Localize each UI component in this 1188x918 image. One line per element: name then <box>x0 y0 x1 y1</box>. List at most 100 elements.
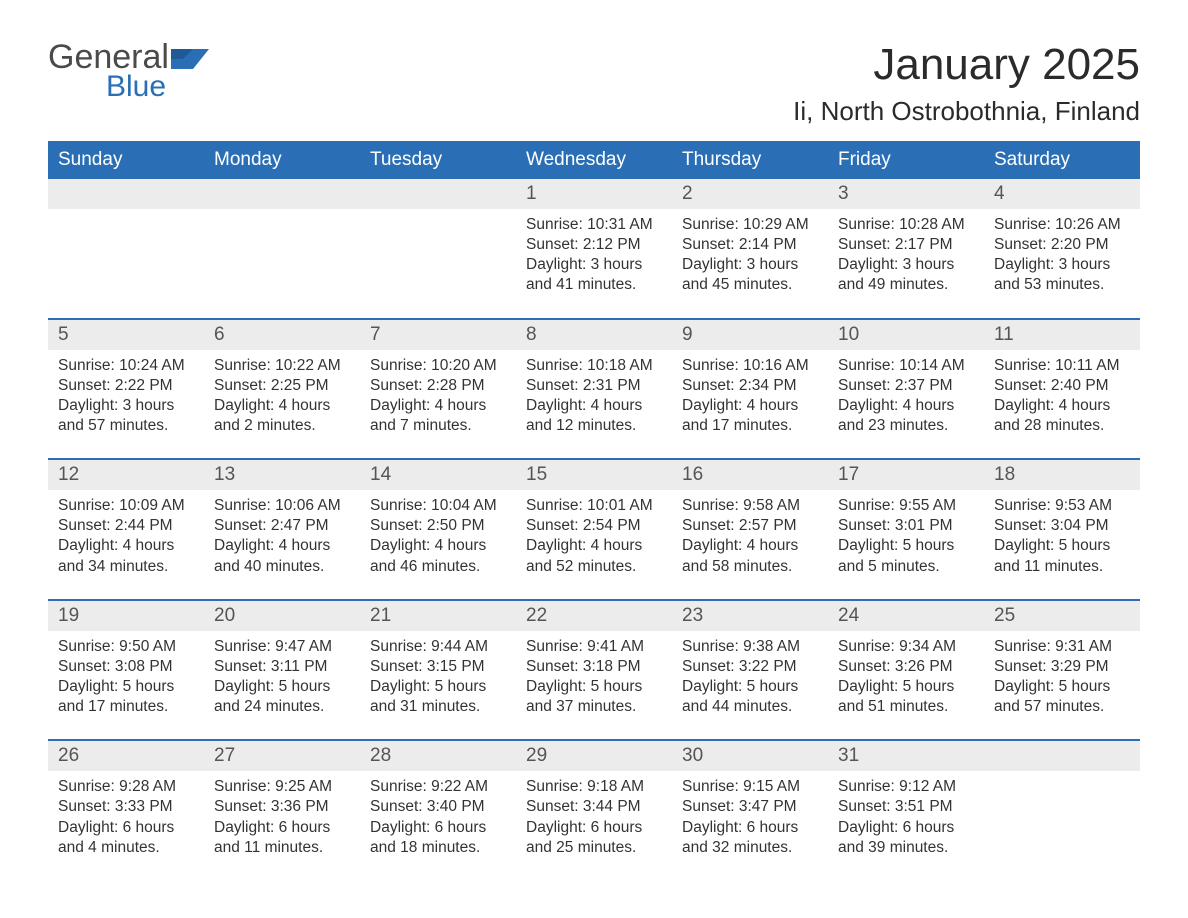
day-number: 6 <box>204 320 360 350</box>
sunrise-text: Sunrise: 9:25 AM <box>214 777 350 797</box>
sunrise-text: Sunrise: 10:22 AM <box>214 356 350 376</box>
day-content: Sunrise: 9:22 AMSunset: 3:40 PMDaylight:… <box>360 771 516 880</box>
day-header-wednesday: Wednesday <box>516 141 672 179</box>
day-number: 13 <box>204 460 360 490</box>
sunset-text: Sunset: 2:50 PM <box>370 516 506 536</box>
daynum-row: 19202122232425 <box>48 601 1140 631</box>
daylight-text: Daylight: 4 hours and 46 minutes. <box>370 536 506 576</box>
daylight-text: Daylight: 4 hours and 7 minutes. <box>370 396 506 436</box>
day-number: 3 <box>828 179 984 209</box>
sunrise-text: Sunrise: 9:47 AM <box>214 637 350 657</box>
daynum-row: 1234 <box>48 179 1140 209</box>
day-content <box>984 771 1140 880</box>
logo-text-sub: Blue <box>106 70 209 104</box>
sunset-text: Sunset: 3:04 PM <box>994 516 1130 536</box>
week-block: 262728293031Sunrise: 9:28 AMSunset: 3:33… <box>48 739 1140 880</box>
day-number: 30 <box>672 741 828 771</box>
sunset-text: Sunset: 2:28 PM <box>370 376 506 396</box>
daylight-text: Daylight: 6 hours and 11 minutes. <box>214 818 350 858</box>
week-block: 19202122232425 Sunrise: 9:50 AM Sunset: 3:… <box>48 599 1140 740</box>
daylight-text: Daylight: 4 hours and 28 minutes. <box>994 396 1130 436</box>
sunset-text: Sunset: 3:29 PM <box>994 657 1130 677</box>
day-number: 4 <box>984 179 1140 209</box>
day-number: 16 <box>672 460 828 490</box>
sunset-text: Sunset: 2:37 PM <box>838 376 974 396</box>
day-header-sunday: Sunday <box>48 141 204 179</box>
location-text: Ii, North Ostrobothnia, Finland <box>793 96 1140 127</box>
daylight-text: Daylight: 3 hours and 53 minutes. <box>994 255 1130 295</box>
daycontent-row: Sunrise: 10:31 AMSunset: 2:12 PMDaylight… <box>48 209 1140 318</box>
daylight-text: Daylight: 4 hours and 52 minutes. <box>526 536 662 576</box>
logo-flag-icon <box>171 43 209 74</box>
day-content <box>48 209 204 318</box>
sunset-text: Sunset: 2:47 PM <box>214 516 350 536</box>
daycontent-row: Sunrise: 10:24 AMSunset: 2:22 PMDaylight… <box>48 350 1140 459</box>
day-number: 28 <box>360 741 516 771</box>
sunrise-text: Sunrise: 10:06 AM <box>214 496 350 516</box>
day-content: Sunrise: 9:12 AMSunset: 3:51 PMDaylight:… <box>828 771 984 880</box>
day-content: Sunrise: 10:18 AMSunset: 2:31 PMDaylight… <box>516 350 672 459</box>
daynum-row: 12131415161718 <box>48 460 1140 490</box>
day-number: 8 <box>516 320 672 350</box>
sunset-text: Sunset: 3:51 PM <box>838 797 974 817</box>
logo-block: General Blue <box>48 40 209 104</box>
daylight-text: Daylight: 6 hours and 18 minutes. <box>370 818 506 858</box>
daylight-text: Daylight: 4 hours and 12 minutes. <box>526 396 662 436</box>
day-content: Sunrise: 10:04 AMSunset: 2:50 PMDaylight… <box>360 490 516 599</box>
day-number: 21 <box>360 601 516 631</box>
day-number: 10 <box>828 320 984 350</box>
daylight-text: Daylight: 5 hours and 51 minutes. <box>838 677 974 717</box>
sunrise-text: Sunrise: 9:34 AM <box>838 637 974 657</box>
logo-main-row: General <box>48 40 209 74</box>
day-number: 29 <box>516 741 672 771</box>
day-number: 12 <box>48 460 204 490</box>
day-header-saturday: Saturday <box>984 141 1140 179</box>
day-content <box>360 209 516 318</box>
daylight-text: Daylight: 3 hours and 57 minutes. <box>58 396 194 436</box>
daynum-row: 262728293031 <box>48 741 1140 771</box>
day-content: Sunrise: 10:26 AMSunset: 2:20 PMDaylight… <box>984 209 1140 318</box>
sunrise-text: Sunrise: 9:58 AM <box>682 496 818 516</box>
daylight-text: Daylight: 3 hours and 45 minutes. <box>682 255 818 295</box>
daylight-text: Daylight: 5 hours and 44 minutes. <box>682 677 818 717</box>
sunrise-text: Sunrise: 9:28 AM <box>58 777 194 797</box>
sunrise-text: Sunrise: 10:11 AM <box>994 356 1130 376</box>
day-content: Sunrise: 9:31 AMSunset: 3:29 PMDaylight:… <box>984 631 1140 740</box>
day-number <box>360 179 516 209</box>
daylight-text: Daylight: 5 hours and 57 minutes. <box>994 677 1130 717</box>
sunset-text: Sunset: 3:33 PM <box>58 797 194 817</box>
day-number <box>984 741 1140 771</box>
day-number: 23 <box>672 601 828 631</box>
week-block: 567891011Sunrise: 10:24 AMSunset: 2:22 P… <box>48 318 1140 459</box>
day-content: Sunrise: 10:16 AMSunset: 2:34 PMDaylight… <box>672 350 828 459</box>
day-content: Sunrise: 9:28 AMSunset: 3:33 PMDaylight:… <box>48 771 204 880</box>
logo-text-main: General <box>48 40 169 74</box>
month-title: January 2025 <box>793 40 1140 90</box>
day-header-friday: Friday <box>828 141 984 179</box>
day-content: Sunrise: 9:44 AMSunset: 3:15 PMDaylight:… <box>360 631 516 740</box>
day-content: Sunrise: 10:31 AMSunset: 2:12 PMDaylight… <box>516 209 672 318</box>
sunset-text: Sunset: 3:22 PM <box>682 657 818 677</box>
day-number: 31 <box>828 741 984 771</box>
day-content: Sunrise: 9:38 AMSunset: 3:22 PMDaylight:… <box>672 631 828 740</box>
day-content: Sunrise: 10:28 AMSunset: 2:17 PMDaylight… <box>828 209 984 318</box>
daylight-text: Daylight: 5 hours and 11 minutes. <box>994 536 1130 576</box>
sunset-text: Sunset: 2:40 PM <box>994 376 1130 396</box>
sunset-text: Sunset: 3:18 PM <box>526 657 662 677</box>
sunset-text: Sunset: 3:47 PM <box>682 797 818 817</box>
daylight-text: Daylight: 5 hours and 37 minutes. <box>526 677 662 717</box>
day-number: 22 <box>516 601 672 631</box>
logo: General Blue <box>48 40 209 104</box>
daylight-text: Daylight: 4 hours and 2 minutes. <box>214 396 350 436</box>
day-number: 27 <box>204 741 360 771</box>
sunrise-text: Sunrise: 9:50 AM <box>58 637 194 657</box>
daylight-text: Daylight: 5 hours and 17 minutes. <box>58 677 194 717</box>
sunrise-text: Sunrise: 10:28 AM <box>838 215 974 235</box>
sunrise-text: Sunrise: 9:44 AM <box>370 637 506 657</box>
day-number: 20 <box>204 601 360 631</box>
sunset-text: Sunset: 2:20 PM <box>994 235 1130 255</box>
day-header-monday: Monday <box>204 141 360 179</box>
daylight-text: Daylight: 6 hours and 32 minutes. <box>682 818 818 858</box>
day-content: Sunrise: 10:22 AMSunset: 2:25 PMDaylight… <box>204 350 360 459</box>
sunrise-text: Sunrise: 10:14 AM <box>838 356 974 376</box>
